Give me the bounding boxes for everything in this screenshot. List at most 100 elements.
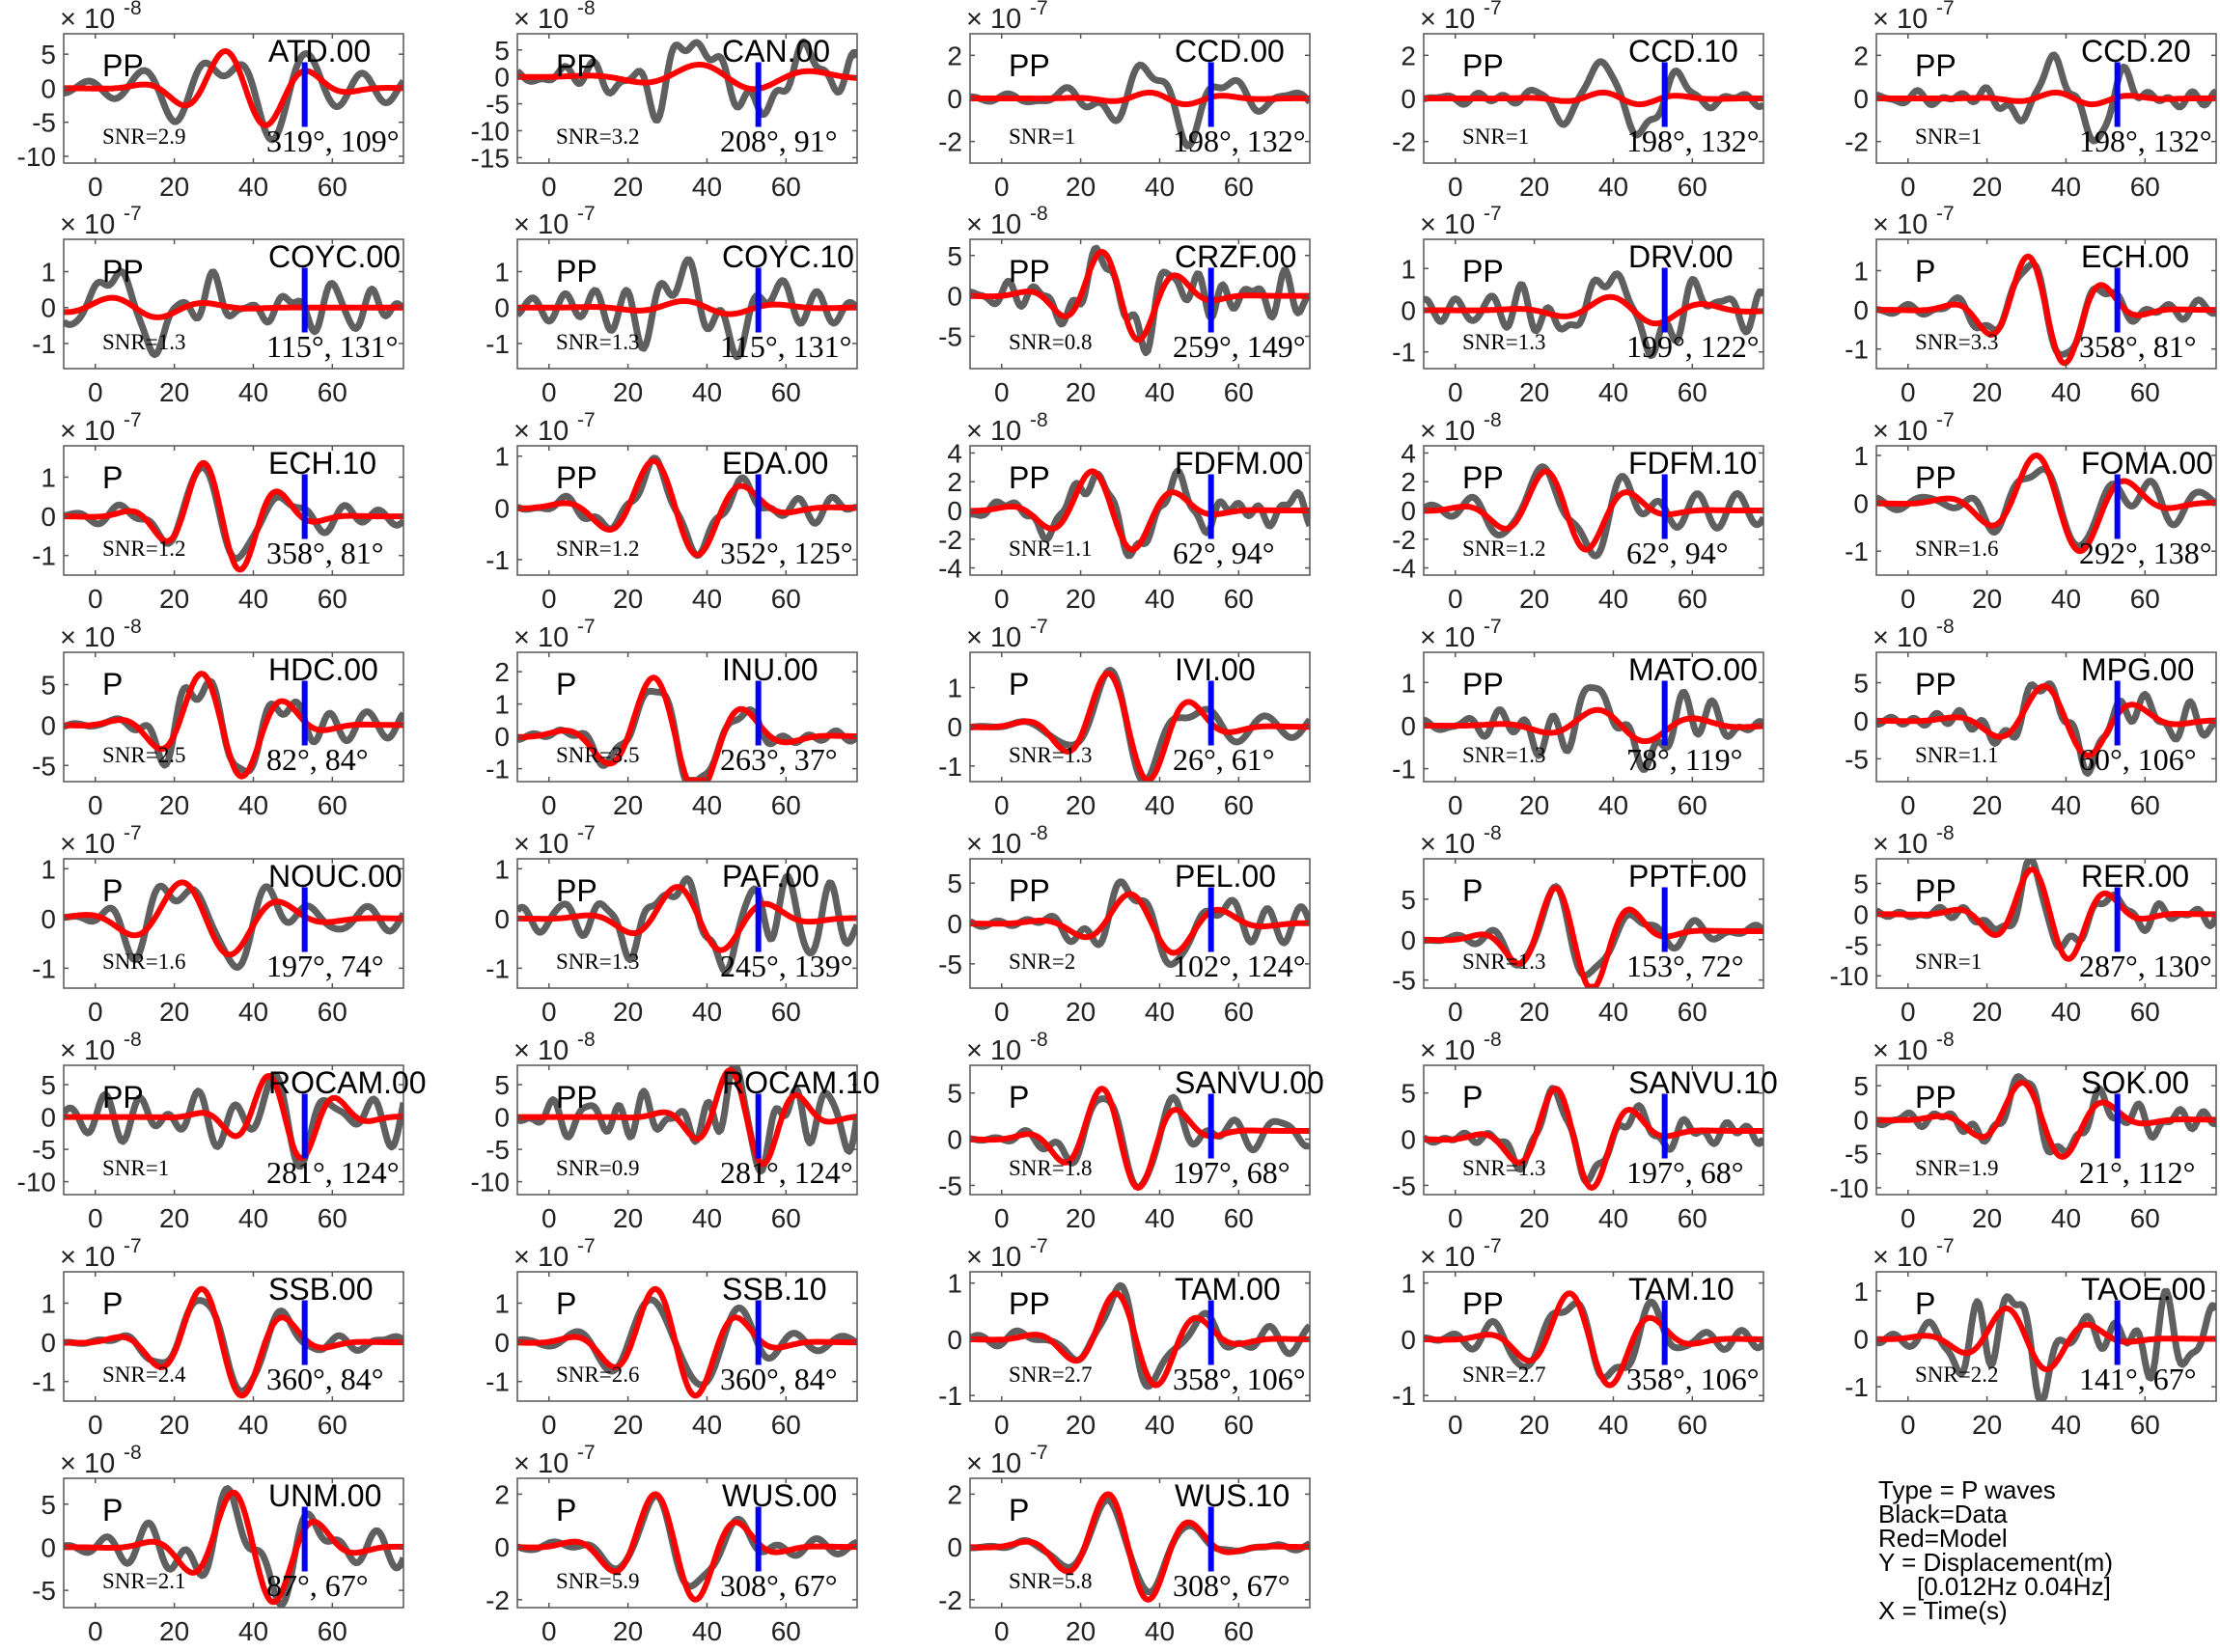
x-tick-label: 0 bbox=[1901, 997, 1916, 1027]
plot-area bbox=[64, 1071, 403, 1170]
y-tick-label: -1 bbox=[32, 329, 56, 359]
phase-label: PP bbox=[1915, 873, 1956, 908]
x-tick-label: 0 bbox=[994, 1203, 1010, 1233]
plot-area bbox=[1424, 684, 1763, 773]
phase-label: PP bbox=[556, 873, 597, 908]
x-tick-label: 60 bbox=[318, 1616, 347, 1646]
phase-label: PP bbox=[1462, 48, 1504, 83]
snr-label: SNR=2 bbox=[1009, 950, 1075, 974]
data-trace bbox=[970, 61, 1310, 150]
axes-box bbox=[1423, 858, 1764, 989]
x-tick-label: 20 bbox=[1066, 1203, 1096, 1233]
y-tick-label: 0 bbox=[1853, 706, 1869, 736]
y-exponent-power: -7 bbox=[577, 409, 596, 431]
azimuth-angle-label: 358°, 106° bbox=[1626, 1362, 1760, 1396]
y-tick-label: -5 bbox=[1845, 744, 1869, 774]
model-trace bbox=[517, 884, 857, 953]
phase-label: PP bbox=[1462, 1286, 1504, 1321]
model-trace bbox=[517, 1491, 857, 1603]
x-tick-label: 60 bbox=[2130, 1410, 2160, 1440]
x-tick-label: 40 bbox=[1145, 377, 1175, 407]
y-exponent-label: × 10 bbox=[513, 1242, 569, 1273]
y-exponent-power: -8 bbox=[1484, 409, 1502, 431]
x-tick-label: 0 bbox=[1901, 1203, 1916, 1233]
model-trace bbox=[1424, 706, 1763, 745]
station-label: IVI.00 bbox=[1175, 652, 1256, 687]
plot-area bbox=[1876, 1287, 2216, 1401]
y-exponent-label: × 10 bbox=[1873, 1242, 1928, 1273]
x-tick-label: 0 bbox=[1448, 377, 1463, 407]
y-exponent-power: -7 bbox=[124, 822, 142, 844]
model-trace bbox=[64, 459, 403, 573]
x-tick-label: 40 bbox=[692, 1203, 722, 1233]
y-tick-label: 5 bbox=[494, 1070, 510, 1100]
y-tick-label: 0 bbox=[494, 293, 510, 323]
y-exponent-label: × 10 bbox=[966, 1035, 1021, 1066]
station-label: INU.00 bbox=[722, 652, 819, 687]
y-tick-label: 1 bbox=[1853, 256, 1869, 286]
station-label: CCD.00 bbox=[1175, 34, 1285, 69]
azimuth-angle-label: 208°, 91° bbox=[720, 124, 838, 158]
x-tick-label: 0 bbox=[1901, 172, 1916, 202]
x-tick-label: 0 bbox=[994, 1616, 1010, 1646]
x-tick-label: 0 bbox=[541, 997, 557, 1027]
x-tick-label: 20 bbox=[1972, 1410, 2002, 1440]
x-tick-label: 60 bbox=[1678, 172, 1707, 202]
y-tick-label: -5 bbox=[1845, 930, 1869, 960]
y-tick-label: -2 bbox=[938, 525, 962, 555]
x-tick-label: 60 bbox=[771, 377, 801, 407]
x-tick-label: 0 bbox=[1901, 584, 1916, 614]
snr-label: SNR=1.3 bbox=[556, 950, 639, 974]
x-tick-label: 60 bbox=[1224, 1410, 1254, 1440]
x-tick-label: 0 bbox=[1448, 1410, 1463, 1440]
azimuth-angle-label: 197°, 68° bbox=[1173, 1155, 1290, 1190]
waveform-panel: 0 20 40 60 1 0 -1 × 10 -7 P SSB.00 SNR=2.4 360°, 84° bbox=[32, 1235, 404, 1440]
plot-area bbox=[970, 878, 1310, 968]
azimuth-angle-label: 259°, 149° bbox=[1173, 329, 1306, 364]
snr-label: SNR=2.2 bbox=[1915, 1363, 1998, 1387]
x-tick-label: 20 bbox=[1066, 172, 1096, 202]
x-tick-label: 60 bbox=[771, 172, 801, 202]
y-tick-label: 0 bbox=[494, 63, 510, 93]
y-tick-label: -1 bbox=[486, 953, 510, 983]
y-tick-label: -5 bbox=[486, 90, 510, 120]
y-tick-label: 2 bbox=[1401, 41, 1416, 70]
x-tick-label: 0 bbox=[1901, 1410, 1916, 1440]
phase-label: P bbox=[102, 873, 123, 908]
x-tick-label: 20 bbox=[613, 1203, 643, 1233]
model-trace bbox=[1424, 1086, 1763, 1191]
station-label: TAM.10 bbox=[1628, 1272, 1734, 1307]
y-tick-label: -1 bbox=[32, 1367, 56, 1397]
x-tick-label: 20 bbox=[613, 1616, 643, 1646]
y-tick-label: 0 bbox=[947, 1125, 962, 1155]
x-tick-label: 0 bbox=[1448, 172, 1463, 202]
snr-label: SNR=1 bbox=[102, 1156, 169, 1180]
azimuth-angle-label: 198°, 132° bbox=[2079, 124, 2212, 158]
y-tick-label: 1 bbox=[494, 442, 510, 472]
x-tick-label: 40 bbox=[1145, 997, 1175, 1027]
y-exponent-power: -7 bbox=[577, 1235, 596, 1257]
y-tick-label: -5 bbox=[938, 950, 962, 979]
plot-area bbox=[64, 48, 403, 144]
model-trace bbox=[1876, 452, 2216, 555]
y-tick-label: 5 bbox=[41, 1490, 56, 1520]
x-tick-label: 20 bbox=[1066, 1616, 1096, 1646]
station-label: FDFM.00 bbox=[1175, 446, 1303, 481]
y-exponent-label: × 10 bbox=[60, 209, 115, 240]
snr-label: SNR=1.6 bbox=[102, 950, 185, 974]
station-label: UNM.00 bbox=[268, 1478, 381, 1513]
x-tick-label: 60 bbox=[1224, 790, 1254, 820]
y-exponent-power: -7 bbox=[1484, 1235, 1502, 1257]
phase-label: PP bbox=[1009, 460, 1050, 495]
station-label: CCD.10 bbox=[1628, 34, 1738, 69]
snr-label: SNR=1 bbox=[1462, 124, 1529, 149]
x-tick-label: 60 bbox=[2130, 172, 2160, 202]
data-trace bbox=[517, 1065, 857, 1175]
axes-box bbox=[516, 445, 858, 576]
data-trace bbox=[517, 1296, 857, 1389]
waveform-panel: 0 20 40 60 5 0 -5 × 10 -8 PP PEL.00 SNR=2 102°, 124° bbox=[938, 822, 1311, 1027]
phase-label: PP bbox=[102, 1080, 144, 1115]
phase-label: P bbox=[1915, 254, 1935, 289]
